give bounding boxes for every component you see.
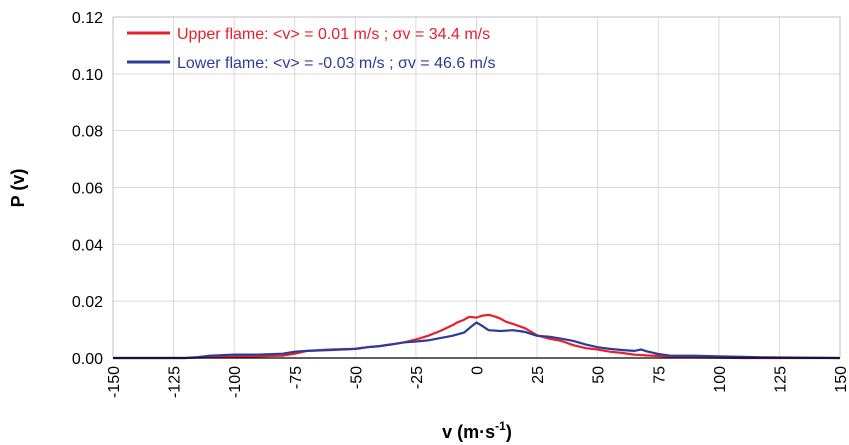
y-tick-label: 0.00: [72, 351, 103, 368]
x-tick-label: 50: [591, 366, 608, 384]
y-tick-label: 0.04: [72, 237, 103, 254]
x-tick-label: 125: [772, 366, 789, 393]
series-layer: [113, 313, 841, 360]
x-tick-label: -75: [288, 366, 305, 389]
legend-label-lower: Lower flame: <v> = -0.03 m/s ; σv = 46.6…: [177, 55, 495, 72]
series-line-lower-flame: [113, 321, 841, 360]
x-axis-title-main: v (m·s: [442, 422, 495, 442]
y-tick-label: 0.12: [72, 10, 103, 27]
legend: Upper flame: <v> = 0.01 m/s ; σv = 34.4 …: [127, 26, 495, 72]
x-axis-title-sup: -1: [495, 419, 506, 433]
y-tick-label: 0.10: [72, 67, 103, 84]
y-tick-labels: 0.00 0.02 0.04 0.06 0.08 0.10 0.12: [72, 10, 103, 368]
x-tick-label: 150: [833, 366, 849, 393]
x-tick-label: -125: [167, 366, 184, 398]
y-tick-label: 0.06: [72, 181, 103, 198]
axes: [112, 16, 841, 359]
x-tick-label: 0: [470, 366, 487, 375]
x-tick-label: -50: [348, 366, 365, 389]
x-axis-title-close: ): [506, 422, 512, 442]
x-tick-label: 100: [712, 366, 729, 393]
legend-label-upper: Upper flame: <v> = 0.01 m/s ; σv = 34.4 …: [177, 26, 490, 43]
x-tick-label: -25: [409, 366, 426, 389]
y-tick-label: 0.08: [72, 124, 103, 141]
y-axis-title: P (v): [8, 169, 28, 208]
x-tick-label: -100: [227, 366, 244, 398]
x-axis-title: v (m·s-1): [442, 419, 512, 442]
x-tick-labels: -150 -125 -100 -75 -50 -25 0 25 50 75 100 125 150: [106, 366, 849, 398]
x-tick-label: 75: [651, 366, 668, 384]
x-tick-label: -150: [106, 366, 123, 398]
x-tick-label: 25: [530, 366, 547, 384]
y-tick-label: 0.02: [72, 294, 103, 311]
